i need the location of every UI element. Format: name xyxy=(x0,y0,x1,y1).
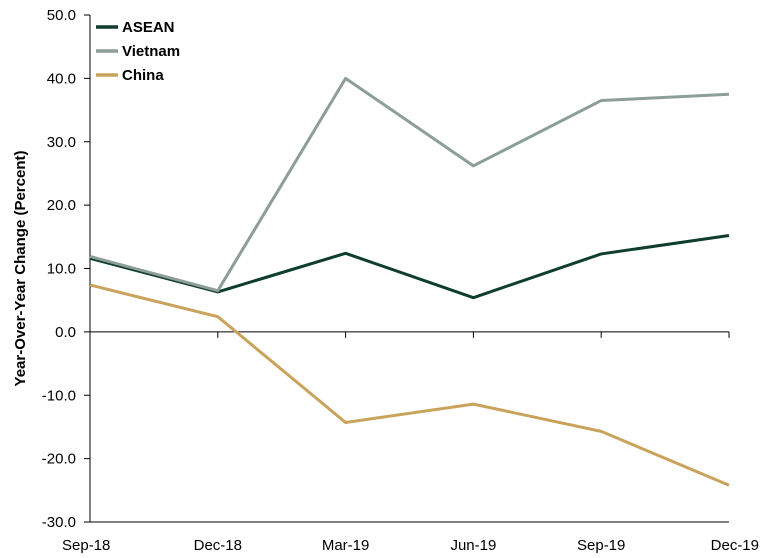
series-line-vietnam xyxy=(89,76,730,293)
x-axis-ticks: Sep-18 Dec-18 Mar-19 Jun-19 Sep-19 Dec-19 xyxy=(62,331,759,554)
x-tick-label: Dec-19 xyxy=(711,537,759,554)
y-tick-label: 0.0 xyxy=(55,324,76,341)
series-lines xyxy=(89,76,730,487)
x-tick-label: Dec-18 xyxy=(194,537,242,554)
y-axis-ticks: 50.0 40.0 30.0 20.0 10.0 0.0 -10.0 -20.0 -30.0 xyxy=(42,7,90,531)
x-tick-label: Sep-18 xyxy=(62,537,110,554)
series-line-china xyxy=(89,283,730,487)
series-line-asean xyxy=(89,234,730,300)
y-tick-label: 50.0 xyxy=(47,7,76,24)
y-axis-title: Year-Over-Year Change (Percent) xyxy=(12,151,29,387)
legend-label: China xyxy=(122,67,164,84)
x-tick-label: Mar-19 xyxy=(322,537,370,554)
y-tick-label: 30.0 xyxy=(47,134,76,151)
x-tick-label: Sep-19 xyxy=(577,537,625,554)
y-tick-label: 40.0 xyxy=(47,70,76,87)
y-tick-label: -30.0 xyxy=(42,514,76,531)
y-tick-label: 20.0 xyxy=(47,197,76,214)
legend: ASEAN Vietnam China xyxy=(96,19,180,84)
x-tick-label: Jun-19 xyxy=(450,537,496,554)
legend-label: ASEAN xyxy=(122,19,175,36)
y-tick-label: -10.0 xyxy=(42,387,76,404)
y-tick-label: -20.0 xyxy=(42,451,76,468)
legend-label: Vietnam xyxy=(122,43,180,60)
y-tick-label: 10.0 xyxy=(47,261,76,278)
